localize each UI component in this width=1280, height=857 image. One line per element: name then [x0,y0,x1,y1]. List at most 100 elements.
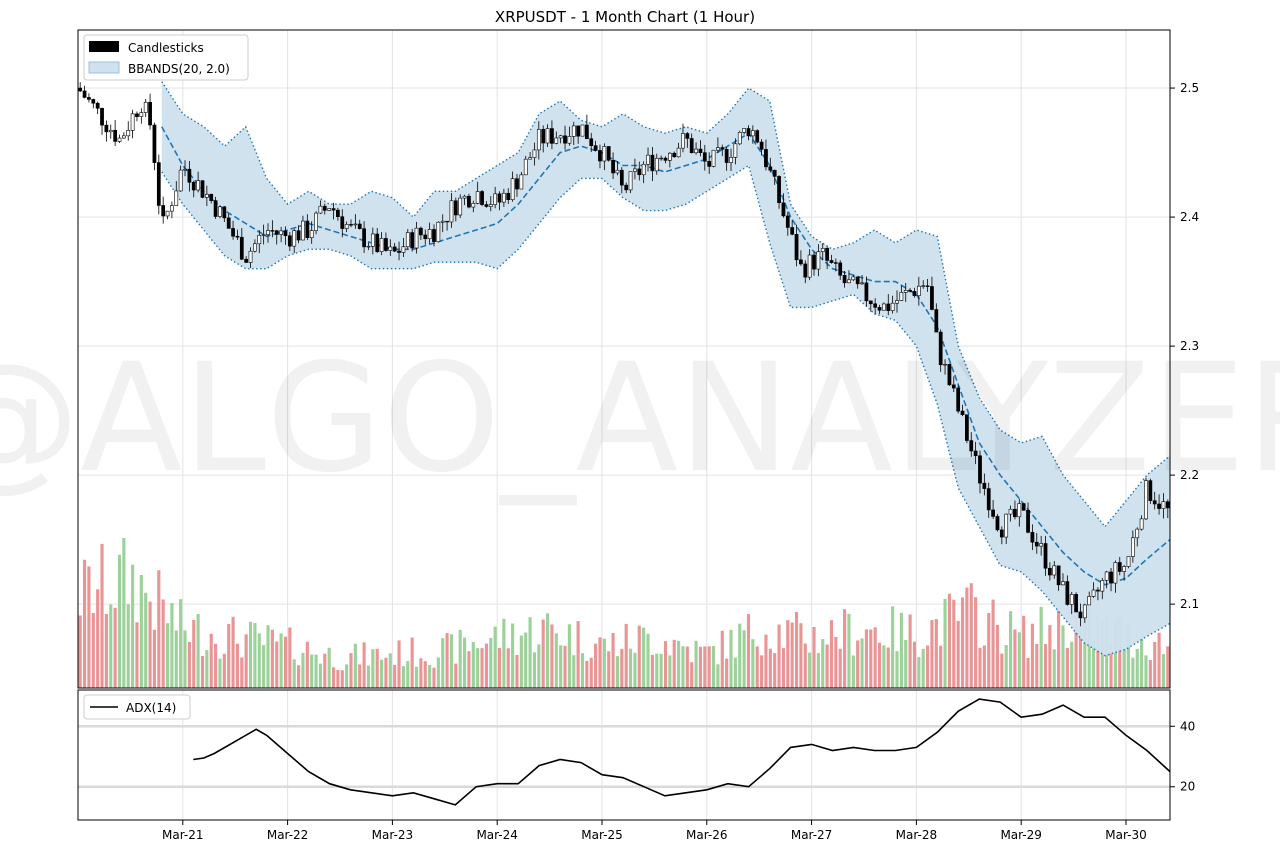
candle-body [951,384,956,389]
candle-body [829,260,834,263]
volume-bar [895,651,899,688]
volume-bar [1113,620,1117,688]
volume-bar [205,650,209,688]
volume-bar [637,625,641,688]
candle-body [1030,532,1035,543]
candle-body [82,90,87,98]
candle-body [392,246,397,252]
volume-bar [476,648,480,688]
volume-bar [1131,657,1135,688]
volume-bar [602,638,606,688]
volume-bar [511,623,515,688]
candle-body [973,450,978,457]
candle-body [257,234,262,245]
candle-body [497,193,502,203]
candle-body [746,128,751,137]
candle-body [410,232,415,249]
date-tick-label: Mar-30 [1105,828,1146,842]
bollinger-bands [161,81,1171,657]
volume-bar [262,645,266,688]
candle-body [239,236,244,260]
candle-body [1109,571,1113,584]
volume-bar [445,633,449,688]
adx-panel-frame [77,689,1171,821]
volume-bar [803,643,807,688]
volume-bar [965,587,969,688]
volume-bar [738,623,742,688]
candle-body [95,102,100,109]
volume-bar [100,543,104,688]
volume-bar [288,627,292,688]
candle-body [388,246,393,251]
candle-body [139,112,144,117]
candle-body [148,101,152,126]
volume-bar [131,564,135,688]
candle-body [685,133,690,139]
candle-body [908,290,912,292]
candle-body [78,87,83,92]
candle-body [851,276,856,281]
candle-body [458,197,463,216]
candle-body [991,509,995,517]
volume-bar [821,639,825,688]
volume-bar [773,653,777,688]
price-tick-label: 2.4 [1180,210,1199,224]
candle-body [523,158,528,176]
candle-body [999,529,1004,538]
candle-body [812,254,816,270]
candle-body [589,138,594,146]
volume-bar [987,613,991,688]
volume-bar [1013,629,1017,688]
volume-bar [393,664,397,688]
volume-bar [200,655,205,688]
volume-bar [283,636,288,688]
volume-bar [1026,657,1030,688]
candle-body [1004,513,1009,538]
candle-body [445,220,449,223]
volume-bar [816,653,820,688]
date-tick-label: Mar-26 [686,828,727,842]
volume-bar [519,635,523,688]
candle-body [135,113,139,117]
candle-body [750,130,755,137]
candle-body [916,285,921,296]
candle-body [253,243,257,252]
date-tick-label: Mar-23 [372,828,413,842]
candle-body [1104,571,1109,581]
volume-bar [554,633,558,688]
volume-bar [214,643,218,688]
candle-body [956,387,961,412]
volume-bar [257,633,261,688]
adx-series-line [193,698,1171,806]
candle-body [1148,480,1153,501]
volume-bar [825,644,829,688]
volume-bar [1035,644,1039,688]
candle-body [1096,589,1100,592]
candle-body [716,147,720,151]
volume-bar [550,624,554,688]
candle-body [366,245,371,248]
candle-body [1039,543,1044,547]
volume-bar [585,660,589,688]
candle-body [283,230,288,237]
price-tick-label: 2.3 [1180,339,1199,353]
volume-bar [681,646,685,688]
volume-bar [742,630,746,688]
adx-legend-label: ADX(14) [126,701,176,715]
candle-body [235,235,240,238]
volume-bar [716,664,720,688]
volume-bar [947,593,951,688]
candle-body [152,124,157,163]
volume-bar [703,646,707,688]
candle-body [1074,594,1078,613]
volume-bar [829,620,834,688]
candle-body [681,133,685,149]
volume-bar [624,623,628,688]
volume-bar [847,613,851,688]
volume-bar [952,599,956,688]
date-tick-label: Mar-27 [791,828,832,842]
candle-body [772,169,777,177]
legend-bbands-label: BBANDS(20, 2.0) [128,62,230,76]
volume-bar [707,646,711,688]
